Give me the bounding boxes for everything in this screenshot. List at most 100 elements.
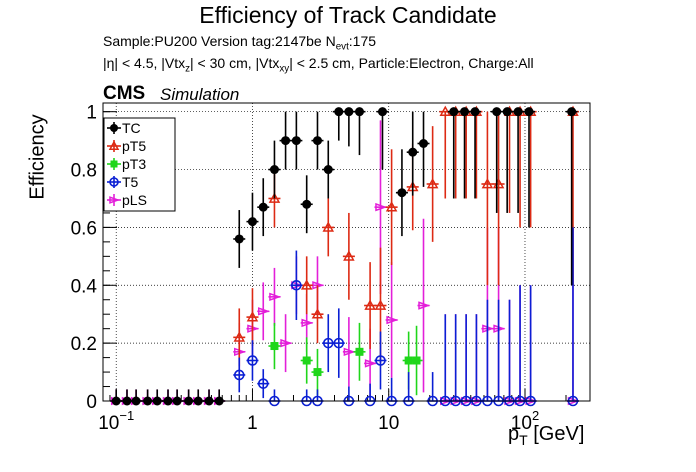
x-axis-label-main: p <box>508 423 520 445</box>
sample-info-sub: evt <box>335 41 349 53</box>
series-pt5 <box>233 105 579 367</box>
cuts-vtxz: | < 30 cm, |Vtx <box>190 55 280 71</box>
marker-tc <box>460 107 470 117</box>
y-tick-label: 0.8 <box>71 161 97 182</box>
marker-tc <box>492 107 502 117</box>
legend-label-tc: TC <box>122 120 141 136</box>
marker-t5 <box>257 378 269 389</box>
cuts-eta: |η| < 4.5, |Vtx <box>103 55 186 71</box>
marker-pls <box>386 315 399 325</box>
marker-pt5 <box>343 250 355 261</box>
data-marks <box>110 105 580 407</box>
chart-title: Efficiency of Track Candidate <box>199 2 497 28</box>
x-axis-label: pT [GeV] <box>508 423 584 448</box>
marker-pt3 <box>355 347 364 356</box>
marker-pls <box>418 301 431 310</box>
x-tick-label: 102 <box>511 408 539 434</box>
marker-tc <box>234 234 244 244</box>
marker-pt5 <box>426 177 439 189</box>
simulation-label: Simulation <box>160 85 240 104</box>
marker-t5 <box>233 369 245 381</box>
marker-pt5 <box>364 299 376 310</box>
marker-tc <box>524 107 534 117</box>
marker-pt5 <box>246 311 259 322</box>
marker-pls <box>269 292 282 302</box>
marker-tc <box>291 136 301 146</box>
legend-label-t5: T5 <box>122 174 139 190</box>
legend-label-pt3: pT3 <box>122 156 146 172</box>
marker-tc <box>258 202 268 212</box>
x-axis-label-unit: [GeV] <box>527 423 585 445</box>
marker-pt3 <box>302 356 311 365</box>
y-tick-label: 0 <box>86 392 97 413</box>
x-tick-label: 10−1 <box>98 408 134 434</box>
marker-pt5 <box>374 299 387 310</box>
cms-label: CMS <box>103 83 146 104</box>
marker-pt5 <box>385 201 398 212</box>
marker-pt3 <box>110 160 118 168</box>
marker-pt5 <box>300 279 313 290</box>
marker-tc <box>344 107 354 117</box>
grid <box>103 103 590 402</box>
series-pt3 <box>268 322 423 396</box>
marker-t5 <box>333 337 345 349</box>
marker-pls <box>364 359 377 368</box>
marker-pt5 <box>439 105 452 117</box>
marker-tc <box>449 107 459 117</box>
sample-info-text: Sample:PU200 Version tag:2147be N <box>103 33 336 49</box>
plot-frame <box>102 102 591 402</box>
marker-pt3 <box>313 368 322 377</box>
cuts-sub-z: z <box>185 63 191 75</box>
marker-t5 <box>291 279 302 291</box>
marker-tc <box>302 199 312 209</box>
legend-label-pt5: pT5 <box>122 138 146 154</box>
cuts-sub-xy: xy <box>279 63 290 75</box>
marker-pt5 <box>233 331 246 342</box>
marker-tc <box>354 107 364 117</box>
marker-pt3 <box>404 356 413 365</box>
marker-tc <box>312 136 322 146</box>
marker-tc <box>470 107 480 117</box>
cuts-rest: | < 2.5 cm, Particle:Electron, Charge:Al… <box>289 55 534 71</box>
y-tick-label: 0.4 <box>71 276 98 297</box>
x-axis-label-sub: T <box>519 431 528 448</box>
series-pls <box>110 120 580 406</box>
marker-pls <box>258 307 271 316</box>
y-tick-label: 1 <box>86 103 97 124</box>
marker-tc <box>281 136 291 146</box>
legend: TC pT5 pT3 T5 pLS <box>103 117 176 212</box>
sample-info: Sample:PU200 Version tag:2147be Nevt:175 <box>103 33 376 52</box>
x-tick-label: 10 <box>378 413 399 434</box>
sample-info-count: :175 <box>348 33 377 49</box>
marker-pt5 <box>481 177 494 189</box>
marker-tc <box>408 147 418 157</box>
marker-tc <box>397 188 407 198</box>
marker-tc <box>502 107 512 117</box>
marker-pt5 <box>108 140 120 150</box>
marker-pt5 <box>322 221 335 232</box>
marker-t5 <box>375 355 386 366</box>
marker-t5 <box>109 177 119 187</box>
marker-tc <box>110 124 118 132</box>
x-tick-label: 1 <box>247 413 258 434</box>
marker-pt5 <box>268 192 281 203</box>
marker-tc <box>513 107 523 117</box>
marker-tc <box>419 139 429 149</box>
marker-pt3 <box>270 342 279 351</box>
marker-pt3 <box>412 356 421 365</box>
marker-tc <box>323 165 333 175</box>
y-tick-label: 0.6 <box>71 218 97 239</box>
marker-tc <box>377 107 387 117</box>
marker-pls <box>301 318 314 328</box>
axis-ticks: 10−1 1 10 102 0 0.2 0.4 0.6 0.8 1 <box>71 103 591 434</box>
marker-t5 <box>322 337 334 349</box>
marker-tc <box>247 217 257 227</box>
marker-pls <box>109 196 121 204</box>
legend-label-pls: pLS <box>122 192 147 208</box>
marker-pls <box>280 338 293 348</box>
marker-tc <box>567 107 577 117</box>
marker-pls <box>343 347 356 357</box>
cuts-info: |η| < 4.5, |Vtxz| < 30 cm, |Vtxxy| < 2.5… <box>103 55 534 74</box>
marker-tc <box>269 165 279 175</box>
